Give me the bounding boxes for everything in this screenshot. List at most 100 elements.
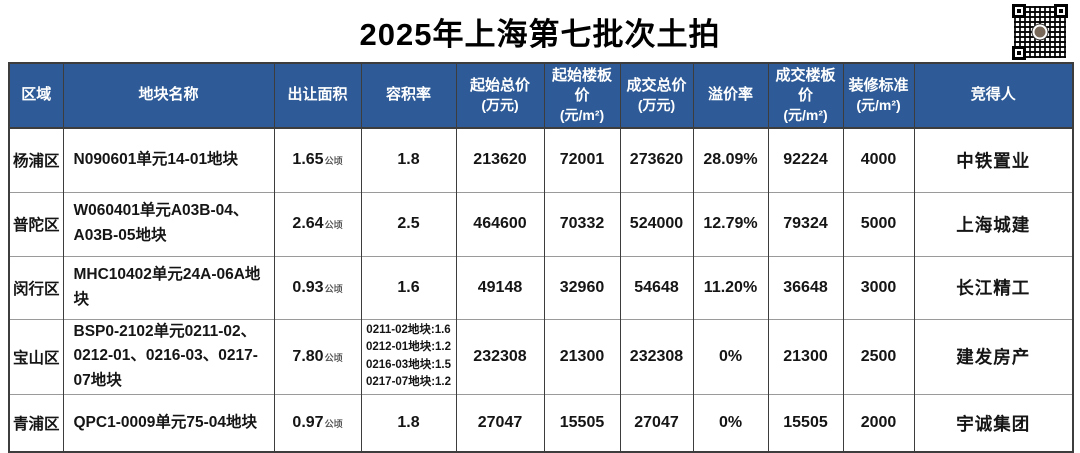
cell-winner: 建发房产 bbox=[913, 318, 1073, 395]
cell-deal-floor-price: 92224 bbox=[767, 128, 843, 192]
area-unit: 公顷 bbox=[324, 419, 343, 430]
cell-winner: 上海城建 bbox=[913, 191, 1073, 256]
qr-code-icon bbox=[1012, 4, 1068, 60]
plot-ratio-line: 0217-07地块:1.2 bbox=[365, 375, 452, 388]
cell-start-floor-price: 32960 bbox=[543, 255, 620, 319]
area-value: 7.80 bbox=[292, 347, 324, 365]
cell-area: 1.65公顷 bbox=[273, 128, 361, 192]
cell-winner: 宇诚集团 bbox=[913, 393, 1073, 453]
cell-region: 闵行区 bbox=[9, 255, 63, 319]
col-label: 装修标准 bbox=[848, 76, 909, 94]
plot-ratio-line: 0211-02地块:1.6 bbox=[366, 324, 451, 337]
cell-start-floor-price: 70332 bbox=[543, 191, 620, 256]
qr-finder-icon bbox=[1012, 46, 1026, 60]
cell-region: 青浦区 bbox=[9, 393, 63, 453]
col-label: 成交总价 bbox=[626, 76, 687, 94]
qr-center-logo-icon bbox=[1032, 24, 1048, 40]
cell-region: 宝山区 bbox=[9, 318, 63, 395]
col-unit: (元/m²) bbox=[783, 107, 828, 124]
col-label: 成交楼板价 bbox=[775, 66, 836, 105]
cell-start-floor-price: 15505 bbox=[543, 393, 620, 453]
table-row: 闵行区 MHC10402单元24A-06A地块 0.93公顷 1.6 49148… bbox=[9, 255, 1073, 319]
col-label: 出让面积 bbox=[287, 86, 348, 104]
cell-decoration-standard: 2500 bbox=[842, 318, 914, 395]
cell-plot-name: QPC1-0009单元75-04地块 bbox=[62, 393, 274, 453]
col-label: 容积率 bbox=[385, 86, 431, 104]
cell-plot-ratio: 1.8 bbox=[360, 128, 456, 192]
cell-plot-ratio: 0211-02地块:1.6 0212-01地块:1.2 0216-03地块:1.… bbox=[360, 318, 456, 395]
table-row: 普陀区 W060401单元A03B-04、A03B-05地块 2.64公顷 2.… bbox=[9, 191, 1073, 256]
cell-premium-rate: 28.09% bbox=[692, 128, 768, 192]
cell-deal-total-price: 524000 bbox=[619, 191, 693, 256]
col-label: 溢价率 bbox=[707, 86, 753, 104]
cell-plot-name: N090601单元14-01地块 bbox=[62, 128, 274, 192]
plot-ratio-line: 0212-01地块:1.2 bbox=[365, 341, 452, 354]
cell-deal-floor-price: 79324 bbox=[767, 191, 843, 256]
area-unit: 公顷 bbox=[324, 283, 343, 294]
cell-deal-total-price: 54648 bbox=[619, 255, 693, 319]
area-value: 0.97 bbox=[292, 414, 324, 432]
cell-winner: 中铁置业 bbox=[913, 128, 1073, 192]
col-unit: (元/m²) bbox=[559, 107, 605, 124]
col-header-plot-name: 地块名称 bbox=[62, 63, 274, 129]
col-label: 区域 bbox=[21, 86, 52, 104]
cell-deal-total-price: 27047 bbox=[619, 393, 693, 453]
cell-deal-total-price: 232308 bbox=[619, 318, 693, 395]
area-value: 1.65 bbox=[292, 151, 324, 169]
page-title: 2025年上海第七批次土拍 bbox=[359, 16, 721, 52]
cell-region: 普陀区 bbox=[9, 191, 63, 256]
cell-region: 杨浦区 bbox=[9, 128, 63, 192]
cell-start-total-price: 213620 bbox=[455, 128, 544, 192]
col-header-winner: 竞得人 bbox=[913, 63, 1073, 129]
land-auction-table: 区域 地块名称 出让面积 容积率 起始总价 (万元) 起始楼板价 (元/m²) … bbox=[8, 62, 1074, 453]
header-row: 区域 地块名称 出让面积 容积率 起始总价 (万元) 起始楼板价 (元/m²) … bbox=[9, 63, 1073, 129]
cell-area: 0.97公顷 bbox=[273, 393, 361, 453]
cell-deal-total-price: 273620 bbox=[619, 128, 693, 192]
cell-premium-rate: 0% bbox=[692, 393, 768, 453]
cell-plot-ratio: 2.5 bbox=[360, 191, 456, 256]
col-header-deal-total-price: 成交总价 (万元) bbox=[619, 63, 693, 129]
cell-deal-floor-price: 21300 bbox=[767, 318, 843, 395]
cell-plot-name: W060401单元A03B-04、A03B-05地块 bbox=[62, 191, 274, 256]
plot-ratio-line: 0216-03地块:1.5 bbox=[365, 358, 452, 371]
cell-decoration-standard: 4000 bbox=[842, 128, 914, 192]
cell-start-total-price: 232308 bbox=[455, 318, 544, 395]
cell-start-floor-price: 72001 bbox=[543, 128, 620, 192]
cell-area: 2.64公顷 bbox=[273, 191, 361, 256]
cell-plot-name: MHC10402单元24A-06A地块 bbox=[62, 255, 274, 319]
col-header-start-floor-price: 起始楼板价 (元/m²) bbox=[543, 63, 620, 129]
cell-area: 0.93公顷 bbox=[273, 255, 361, 319]
col-unit: (万元) bbox=[637, 97, 676, 114]
col-label: 地块名称 bbox=[138, 86, 199, 104]
table-row: 宝山区 BSP0-2102单元0211-02、0212-01、0216-03、0… bbox=[9, 318, 1073, 395]
col-label: 竞得人 bbox=[970, 86, 1016, 104]
cell-start-floor-price: 21300 bbox=[543, 318, 620, 395]
cell-decoration-standard: 2000 bbox=[842, 393, 914, 453]
col-label: 起始楼板价 bbox=[551, 66, 612, 105]
col-label: 起始总价 bbox=[469, 76, 530, 94]
col-header-decoration-standard: 装修标准 (元/m²) bbox=[842, 63, 914, 129]
cell-plot-ratio: 1.8 bbox=[360, 393, 456, 453]
cell-plot-ratio: 1.6 bbox=[360, 255, 456, 319]
area-unit: 公顷 bbox=[324, 352, 343, 363]
cell-start-total-price: 464600 bbox=[455, 191, 544, 256]
col-header-premium-rate: 溢价率 bbox=[692, 63, 768, 129]
col-header-region: 区域 bbox=[9, 63, 63, 129]
cell-plot-name: BSP0-2102单元0211-02、0212-01、0216-03、0217-… bbox=[62, 318, 274, 395]
col-header-plot-ratio: 容积率 bbox=[360, 63, 456, 129]
col-unit: (万元) bbox=[481, 97, 519, 114]
area-value: 2.64 bbox=[292, 215, 324, 232]
table-row: 青浦区 QPC1-0009单元75-04地块 0.97公顷 1.8 27047 … bbox=[9, 393, 1073, 453]
cell-deal-floor-price: 36648 bbox=[767, 255, 843, 319]
qr-finder-icon bbox=[1012, 4, 1026, 18]
cell-premium-rate: 12.79% bbox=[692, 191, 768, 256]
cell-deal-floor-price: 15505 bbox=[767, 393, 843, 453]
cell-premium-rate: 11.20% bbox=[692, 255, 768, 319]
cell-winner: 长江精工 bbox=[913, 255, 1073, 319]
cell-start-total-price: 49148 bbox=[455, 255, 544, 319]
col-header-deal-floor-price: 成交楼板价 (元/m²) bbox=[767, 63, 843, 129]
cell-premium-rate: 0% bbox=[692, 318, 768, 395]
table-row: 杨浦区 N090601单元14-01地块 1.65公顷 1.8 213620 7… bbox=[9, 128, 1073, 192]
cell-decoration-standard: 3000 bbox=[842, 255, 914, 319]
